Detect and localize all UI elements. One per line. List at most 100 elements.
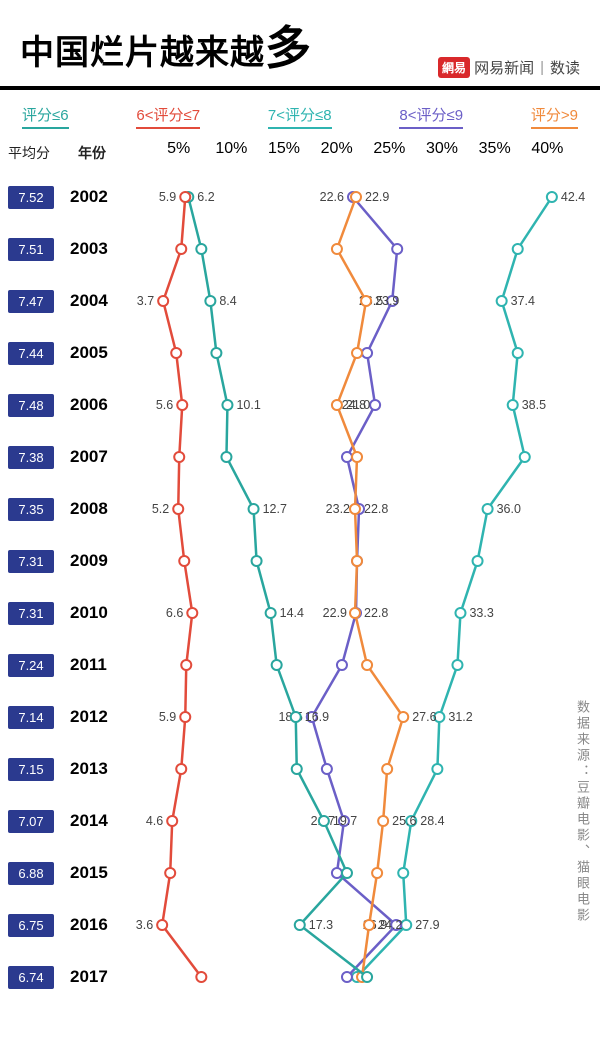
value-label: 36.0	[497, 502, 521, 516]
series-marker-s7_8	[332, 400, 342, 410]
series-marker-le6	[211, 348, 221, 358]
value-label: 25.6	[392, 814, 416, 828]
series-marker-s8_9	[332, 868, 342, 878]
series-marker-le6	[266, 608, 276, 618]
value-label: 22.6	[320, 190, 344, 204]
series-marker-gt9	[547, 192, 557, 202]
series-marker-s7_8	[352, 556, 362, 566]
title-text: 中国烂片越来越	[20, 34, 265, 72]
title-bar: 中国烂片越来越多 網易 网易新闻 | 数读	[0, 0, 600, 90]
legend: 评分≤6 6<评分≤7 7<评分≤8 8<评分≤9 评分>9	[0, 90, 600, 134]
series-marker-le6	[196, 244, 206, 254]
series-marker-le6	[249, 504, 259, 514]
series-marker-s7_8	[352, 348, 362, 358]
value-label: 28.4	[420, 814, 444, 828]
series-marker-gt9	[401, 920, 411, 930]
series-marker-gt9	[508, 400, 518, 410]
series-marker-s6_7	[180, 712, 190, 722]
page-title: 中国烂片越来越多	[20, 12, 312, 78]
series-marker-s7_8	[382, 764, 392, 774]
value-label: 10.1	[236, 398, 260, 412]
col-header-avg: 平均分	[0, 143, 58, 163]
series-marker-le6	[252, 556, 262, 566]
series-marker-le6	[221, 452, 231, 462]
series-line-le6	[188, 197, 367, 977]
series-line-s6_7	[162, 197, 201, 977]
value-label: 3.7	[137, 294, 154, 308]
series-marker-s7_8	[332, 244, 342, 254]
x-tick: 40%	[531, 140, 563, 158]
legend-item-gt9: 评分>9	[531, 104, 578, 128]
series-marker-s6_7	[180, 192, 190, 202]
value-label: 5.2	[152, 502, 169, 516]
series-marker-s6_7	[176, 764, 186, 774]
series-marker-gt9	[398, 868, 408, 878]
value-label: 3.6	[136, 918, 153, 932]
value-label: 22.8	[364, 502, 388, 516]
x-tick: 15%	[268, 140, 300, 158]
brand-separator: |	[540, 59, 544, 76]
brand-name: 网易新闻	[474, 57, 534, 78]
series-marker-s7_8	[378, 816, 388, 826]
value-label: 22.9	[365, 190, 389, 204]
series-marker-le6	[272, 660, 282, 670]
value-label: 22.9	[323, 606, 347, 620]
series-marker-s7_8	[350, 608, 360, 618]
value-label: 27.6	[412, 710, 436, 724]
source-text: 数据来源：豆瓣电影、猫眼电影	[573, 700, 592, 924]
series-marker-s6_7	[165, 868, 175, 878]
series-marker-s6_7	[174, 452, 184, 462]
chart: 7.5220027.5120037.4720047.4420057.482006…	[0, 173, 600, 1041]
series-line-s8_9	[312, 197, 397, 977]
value-label: 31.2	[448, 710, 472, 724]
series-marker-s6_7	[167, 816, 177, 826]
series-marker-s8_9	[342, 452, 352, 462]
series-marker-le6	[295, 920, 305, 930]
value-label: 8.4	[219, 294, 236, 308]
x-tick: 5%	[167, 140, 190, 158]
series-marker-gt9	[432, 764, 442, 774]
value-label: 33.3	[469, 606, 493, 620]
x-tick: 20%	[321, 140, 353, 158]
x-tick: 30%	[426, 140, 458, 158]
legend-item-le6: 评分≤6	[22, 104, 69, 128]
series-marker-s7_8	[398, 712, 408, 722]
value-label: 23.2	[326, 502, 350, 516]
series-marker-s7_8	[361, 296, 371, 306]
series-marker-s7_8	[362, 660, 372, 670]
legend-item-8-9: 8<评分≤9	[399, 104, 463, 128]
series-marker-le6	[291, 712, 301, 722]
series-marker-s7_8	[372, 868, 382, 878]
series-marker-s8_9	[337, 660, 347, 670]
series-marker-s8_9	[322, 764, 332, 774]
value-label: 14.4	[280, 606, 304, 620]
value-label: 5.9	[159, 710, 176, 724]
series-marker-s6_7	[173, 504, 183, 514]
series-marker-gt9	[455, 608, 465, 618]
series-marker-le6	[362, 972, 372, 982]
series-marker-s7_8	[351, 192, 361, 202]
value-label: 5.6	[156, 398, 173, 412]
x-axis: 5%10%15%20%25%30%35%40%	[126, 140, 600, 158]
value-label: 42.4	[561, 190, 585, 204]
series-marker-s8_9	[342, 972, 352, 982]
series-marker-gt9	[520, 452, 530, 462]
series-marker-le6	[222, 400, 232, 410]
series-marker-s6_7	[187, 608, 197, 618]
x-tick: 10%	[215, 140, 247, 158]
value-label: 6.6	[166, 606, 183, 620]
series-marker-le6	[292, 764, 302, 774]
value-label: 4.6	[146, 814, 163, 828]
value-label: 12.7	[263, 502, 287, 516]
series-marker-s7_8	[350, 504, 360, 514]
value-label: 17.3	[309, 918, 333, 932]
series-marker-gt9	[497, 296, 507, 306]
series-marker-s6_7	[157, 920, 167, 930]
series-marker-gt9	[473, 556, 483, 566]
value-label: 37.4	[511, 294, 535, 308]
col-header-year: 年份	[58, 143, 126, 163]
series-marker-s8_9	[362, 348, 372, 358]
series-line-s7_8	[337, 197, 403, 977]
value-label: 5.9	[159, 190, 176, 204]
series-marker-s6_7	[181, 660, 191, 670]
